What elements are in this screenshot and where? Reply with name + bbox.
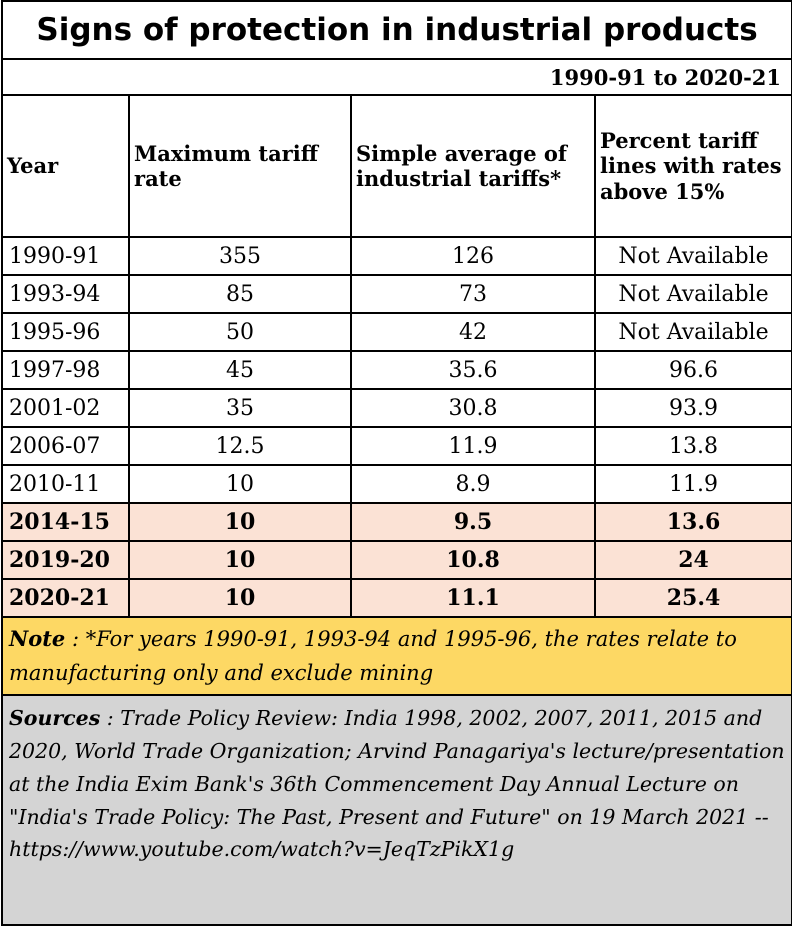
header-max-tariff: Maximum tariff rate [128,94,352,238]
cell-percent-lines: 13.8 [593,426,792,466]
cell-year: 2010-11 [1,464,130,504]
cell-simple-average: 11.1 [350,578,596,618]
cell-year: 2020-21 [1,578,130,618]
table-row: 1990-91 355 126 Not Available [1,236,792,276]
cell-percent-lines: 24 [593,540,792,580]
cell-max-tariff: 355 [128,236,352,276]
cell-simple-average: 10.8 [350,540,596,580]
cell-percent-lines: 25.4 [593,578,792,618]
table-row-highlighted: 2020-21 10 11.1 25.4 [1,578,792,618]
cell-max-tariff: 35 [128,388,352,428]
table-row: 1995-96 50 42 Not Available [1,312,792,352]
cell-max-tariff: 10 [128,502,352,542]
cell-year: 2001-02 [1,388,130,428]
cell-simple-average: 42 [350,312,596,352]
table-row: 1993-94 85 73 Not Available [1,274,792,314]
cell-year: 1997-98 [1,350,130,390]
cell-max-tariff: 50 [128,312,352,352]
table-row: 1997-98 45 35.6 96.6 [1,350,792,390]
cell-max-tariff: 45 [128,350,352,390]
sources-label: Sources [9,706,101,731]
cell-year: 1990-91 [1,236,130,276]
cell-year: 1993-94 [1,274,130,314]
cell-percent-lines: 93.9 [593,388,792,428]
cell-percent-lines: Not Available [593,274,792,314]
cell-percent-lines: Not Available [593,312,792,352]
cell-percent-lines: 96.6 [593,350,792,390]
cell-simple-average: 8.9 [350,464,596,504]
cell-percent-lines: 13.6 [593,502,792,542]
cell-simple-average: 73 [350,274,596,314]
cell-simple-average: 35.6 [350,350,596,390]
cell-percent-lines: 11.9 [593,464,792,504]
header-simple-average: Simple average of industrial tariffs* [350,94,596,238]
cell-year: 2019-20 [1,540,130,580]
sources-section: Sources : Trade Policy Review: India 199… [0,694,792,926]
cell-simple-average: 30.8 [350,388,596,428]
header-percent-lines: Percent tariff lines with rates above 15… [593,94,792,238]
table-row-highlighted: 2019-20 10 10.8 24 [1,540,792,580]
cell-year: 2006-07 [1,426,130,466]
table-row-highlighted: 2014-15 10 9.5 13.6 [1,502,792,542]
cell-year: 2014-15 [1,502,130,542]
header-year: Year [1,94,130,238]
table-row: 2001-02 35 30.8 93.9 [1,388,792,428]
cell-max-tariff: 10 [128,464,352,504]
sources-text: : Trade Policy Review: India 1998, 2002,… [9,706,785,862]
note-label: Note [9,626,66,651]
table-row: 2010-11 10 8.9 11.9 [1,464,792,504]
header-row: Year Maximum tariff rate Simple average … [1,94,792,238]
page-title: Signs of protection in industrial produc… [0,0,792,60]
cell-max-tariff: 12.5 [128,426,352,466]
cell-simple-average: 126 [350,236,596,276]
cell-year: 1995-96 [1,312,130,352]
cell-simple-average: 9.5 [350,502,596,542]
cell-max-tariff: 85 [128,274,352,314]
cell-max-tariff: 10 [128,540,352,580]
cell-percent-lines: Not Available [593,236,792,276]
table-row: 2006-07 12.5 11.9 13.8 [1,426,792,466]
period-label: 1990-91 to 2020-21 [0,58,792,96]
cell-max-tariff: 10 [128,578,352,618]
note-text: : *For years 1990-91, 1993-94 and 1995-9… [9,627,737,685]
note-section: Note : *For years 1990-91, 1993-94 and 1… [0,615,792,697]
cell-simple-average: 11.9 [350,426,596,466]
